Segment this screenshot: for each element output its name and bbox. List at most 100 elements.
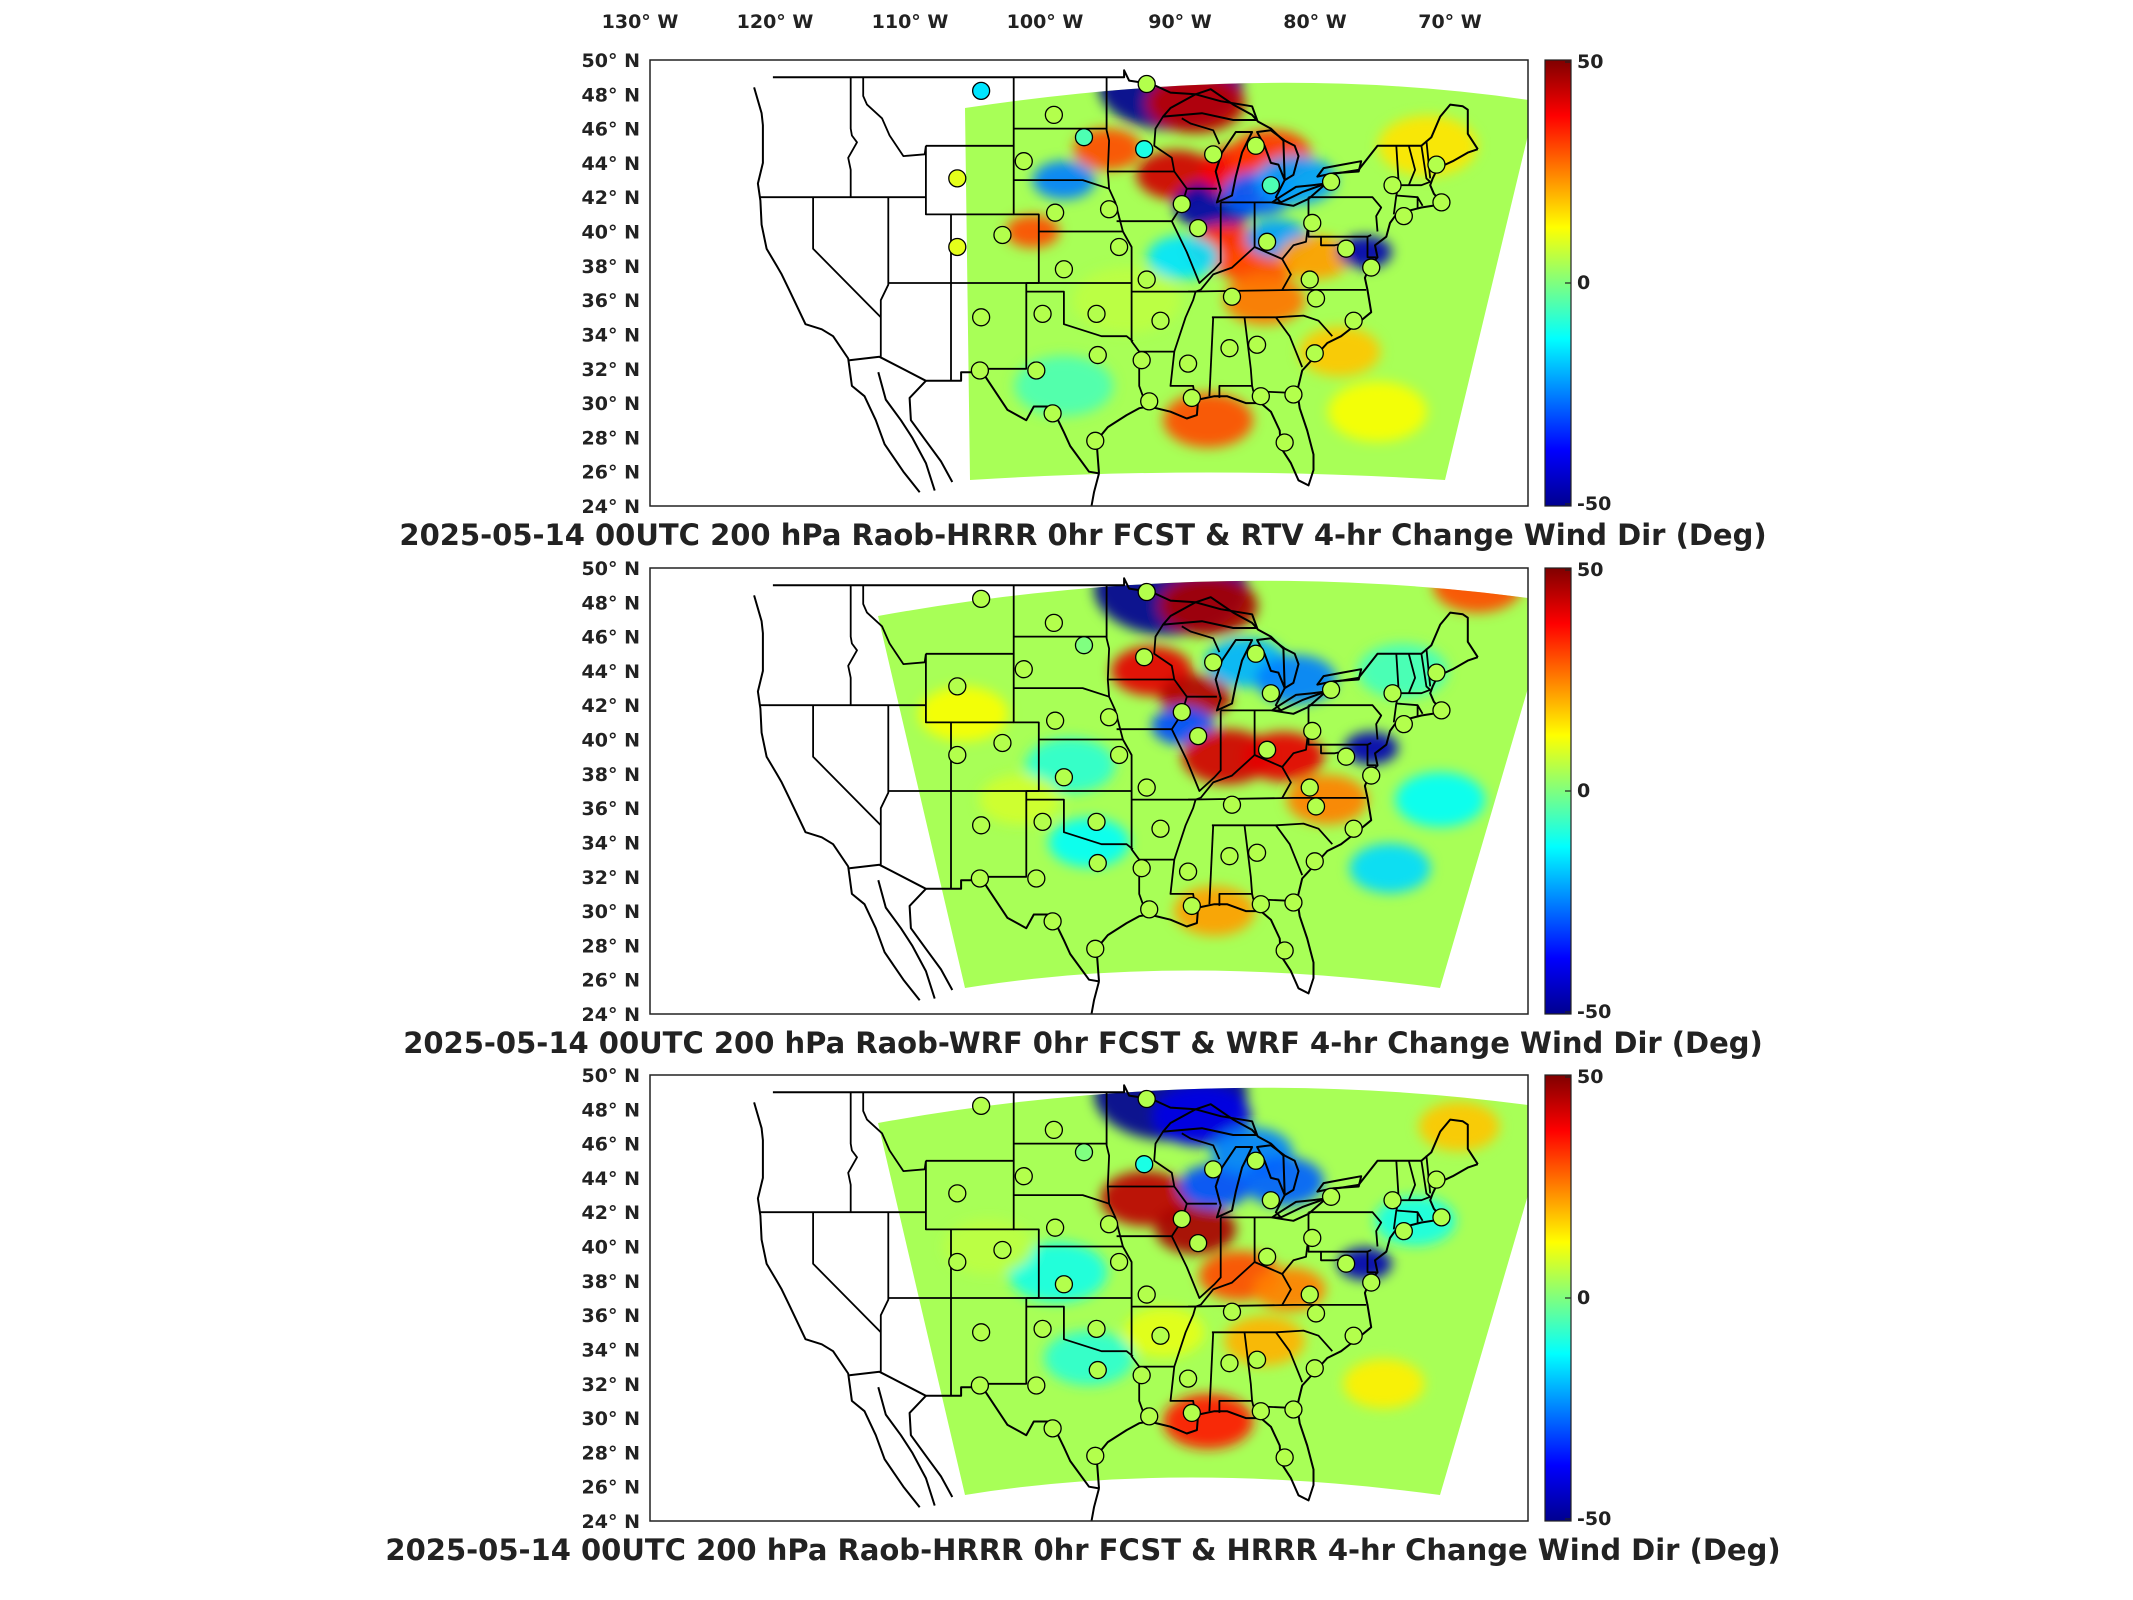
raob-station-marker <box>1137 1089 1156 1109</box>
raob-station-marker <box>1099 708 1119 727</box>
field-anomaly <box>1418 1101 1500 1152</box>
state-boundary <box>1308 196 1383 232</box>
raob-station-marker <box>1275 1448 1294 1467</box>
raob-station-marker <box>1045 203 1065 222</box>
raob-station-marker <box>1132 859 1151 878</box>
great-lake-outline <box>1256 1144 1300 1197</box>
raob-station-marker <box>1137 1285 1156 1304</box>
raob-station-marker <box>1088 853 1107 873</box>
latitude-label: 38° N <box>582 256 640 278</box>
great-lake-outline <box>1162 1108 1259 1136</box>
latitude-label: 28° N <box>582 935 640 957</box>
colorbar-tick-label: -50 <box>1577 1508 1611 1530</box>
coastline <box>1095 148 1479 487</box>
state-boundary <box>1407 653 1416 694</box>
raob-station-marker <box>1135 140 1154 159</box>
raob-station-marker <box>993 1240 1012 1260</box>
longitude-label: 110° W <box>872 11 949 33</box>
raob-station-marker <box>1427 1170 1446 1189</box>
raob-station-marker <box>948 1184 967 1203</box>
latitude-label: 50° N <box>582 558 640 580</box>
latitude-label: 26° N <box>582 462 640 484</box>
longitude-label: 70° W <box>1418 11 1482 33</box>
state-boundary <box>1425 1155 1432 1194</box>
raob-station-marker <box>1305 1359 1324 1378</box>
raob-station-marker <box>1188 1233 1208 1253</box>
raob-station-marker <box>971 81 991 101</box>
latitude-label: 32° N <box>582 1374 640 1396</box>
field-anomaly <box>1163 1394 1254 1450</box>
mexico-border <box>849 355 1100 475</box>
field-anomaly <box>1357 643 1448 699</box>
great-lake-outline <box>1214 131 1254 204</box>
field-anomaly <box>1178 1164 1251 1209</box>
colorbar-tick-label: -50 <box>1577 493 1611 515</box>
wind-direction-change-field <box>878 1087 1528 1495</box>
raob-station-marker <box>1344 819 1363 838</box>
raob-station-marker <box>1043 912 1062 931</box>
colorbar: 50 0 -50 <box>1544 559 1611 1023</box>
state-boundary <box>1013 179 1110 190</box>
state-boundary <box>925 145 1014 216</box>
raob-station-marker <box>1383 176 1402 195</box>
latitude-label: 48° N <box>582 84 640 106</box>
latitude-label: 28° N <box>582 1442 640 1464</box>
panels-container: 50° N 48° N 46° N 44° N 42° N 40° N 38° N 36° N… <box>385 50 1780 1567</box>
state-boundary <box>1281 221 1310 260</box>
state-boundary <box>1012 77 1040 283</box>
raob-station-marker <box>1247 1350 1267 1369</box>
coastline <box>1090 1488 1100 1521</box>
raob-station-marker <box>1306 1304 1326 1323</box>
field-anomaly <box>1344 731 1399 765</box>
raob-station-marker <box>1305 852 1324 871</box>
raob-station-marker <box>1300 778 1319 797</box>
latitude-label: 50° N <box>582 1065 640 1087</box>
colorbar-tick-label: 50 <box>1577 51 1603 73</box>
raob-station-marker <box>1027 361 1046 380</box>
field-anomalies <box>943 1087 1500 1450</box>
raob-station-marker <box>1306 797 1326 816</box>
raob-station-marker <box>1054 1275 1074 1294</box>
raob-station-marker <box>1178 354 1198 373</box>
raob-station-marker <box>1300 1285 1319 1304</box>
raob-station-marker <box>1151 1326 1170 1345</box>
state-boundary <box>1188 288 1367 293</box>
state-boundary <box>1275 1331 1304 1383</box>
latitude-axis-labels: 50° N 48° N 46° N 44° N 42° N 40° N 38° N 36° N… <box>582 1065 640 1533</box>
raob-station-marker <box>1099 1215 1119 1234</box>
field-anomaly <box>1181 729 1272 785</box>
raob-station-marker <box>1074 636 1094 655</box>
raob-station-marker <box>1172 1209 1191 1229</box>
raob-station-marker <box>1182 896 1202 916</box>
raob-station-marker <box>1321 680 1341 699</box>
map-frame <box>649 1074 1529 1522</box>
state-boundary <box>981 283 1028 370</box>
raob-station-marker <box>1344 1326 1363 1345</box>
state-boundary <box>1407 145 1416 186</box>
raob-station-marker <box>1044 105 1064 125</box>
raob-station-marker <box>1140 1407 1159 1426</box>
latitude-label: 38° N <box>582 1271 640 1293</box>
canada-border <box>772 577 1479 712</box>
state-boundary <box>1407 1160 1416 1201</box>
raob-station-marker <box>1246 644 1265 663</box>
field-anomaly <box>979 774 1061 825</box>
canada-border <box>772 1084 1479 1219</box>
state-boundary <box>1281 729 1310 768</box>
map-frame <box>649 567 1529 1015</box>
latitude-label: 26° N <box>582 970 640 992</box>
raob-station-marker <box>993 225 1012 245</box>
raob-station-marker <box>1044 613 1064 633</box>
great-lake-outline <box>1271 182 1328 207</box>
state-boundary <box>1181 1132 1221 1160</box>
latitude-label: 44° N <box>582 153 640 175</box>
latitude-label: 34° N <box>582 1339 640 1361</box>
latitude-label: 24° N <box>582 1511 640 1533</box>
raob-station-marker <box>1087 304 1106 324</box>
state-boundary <box>879 705 890 865</box>
raob-station-marker <box>1140 392 1159 411</box>
field-anomaly <box>918 686 1009 742</box>
latitude-label: 44° N <box>582 1168 640 1190</box>
raob-station-marker <box>1204 1160 1223 1179</box>
raob-station-marker <box>993 733 1012 753</box>
